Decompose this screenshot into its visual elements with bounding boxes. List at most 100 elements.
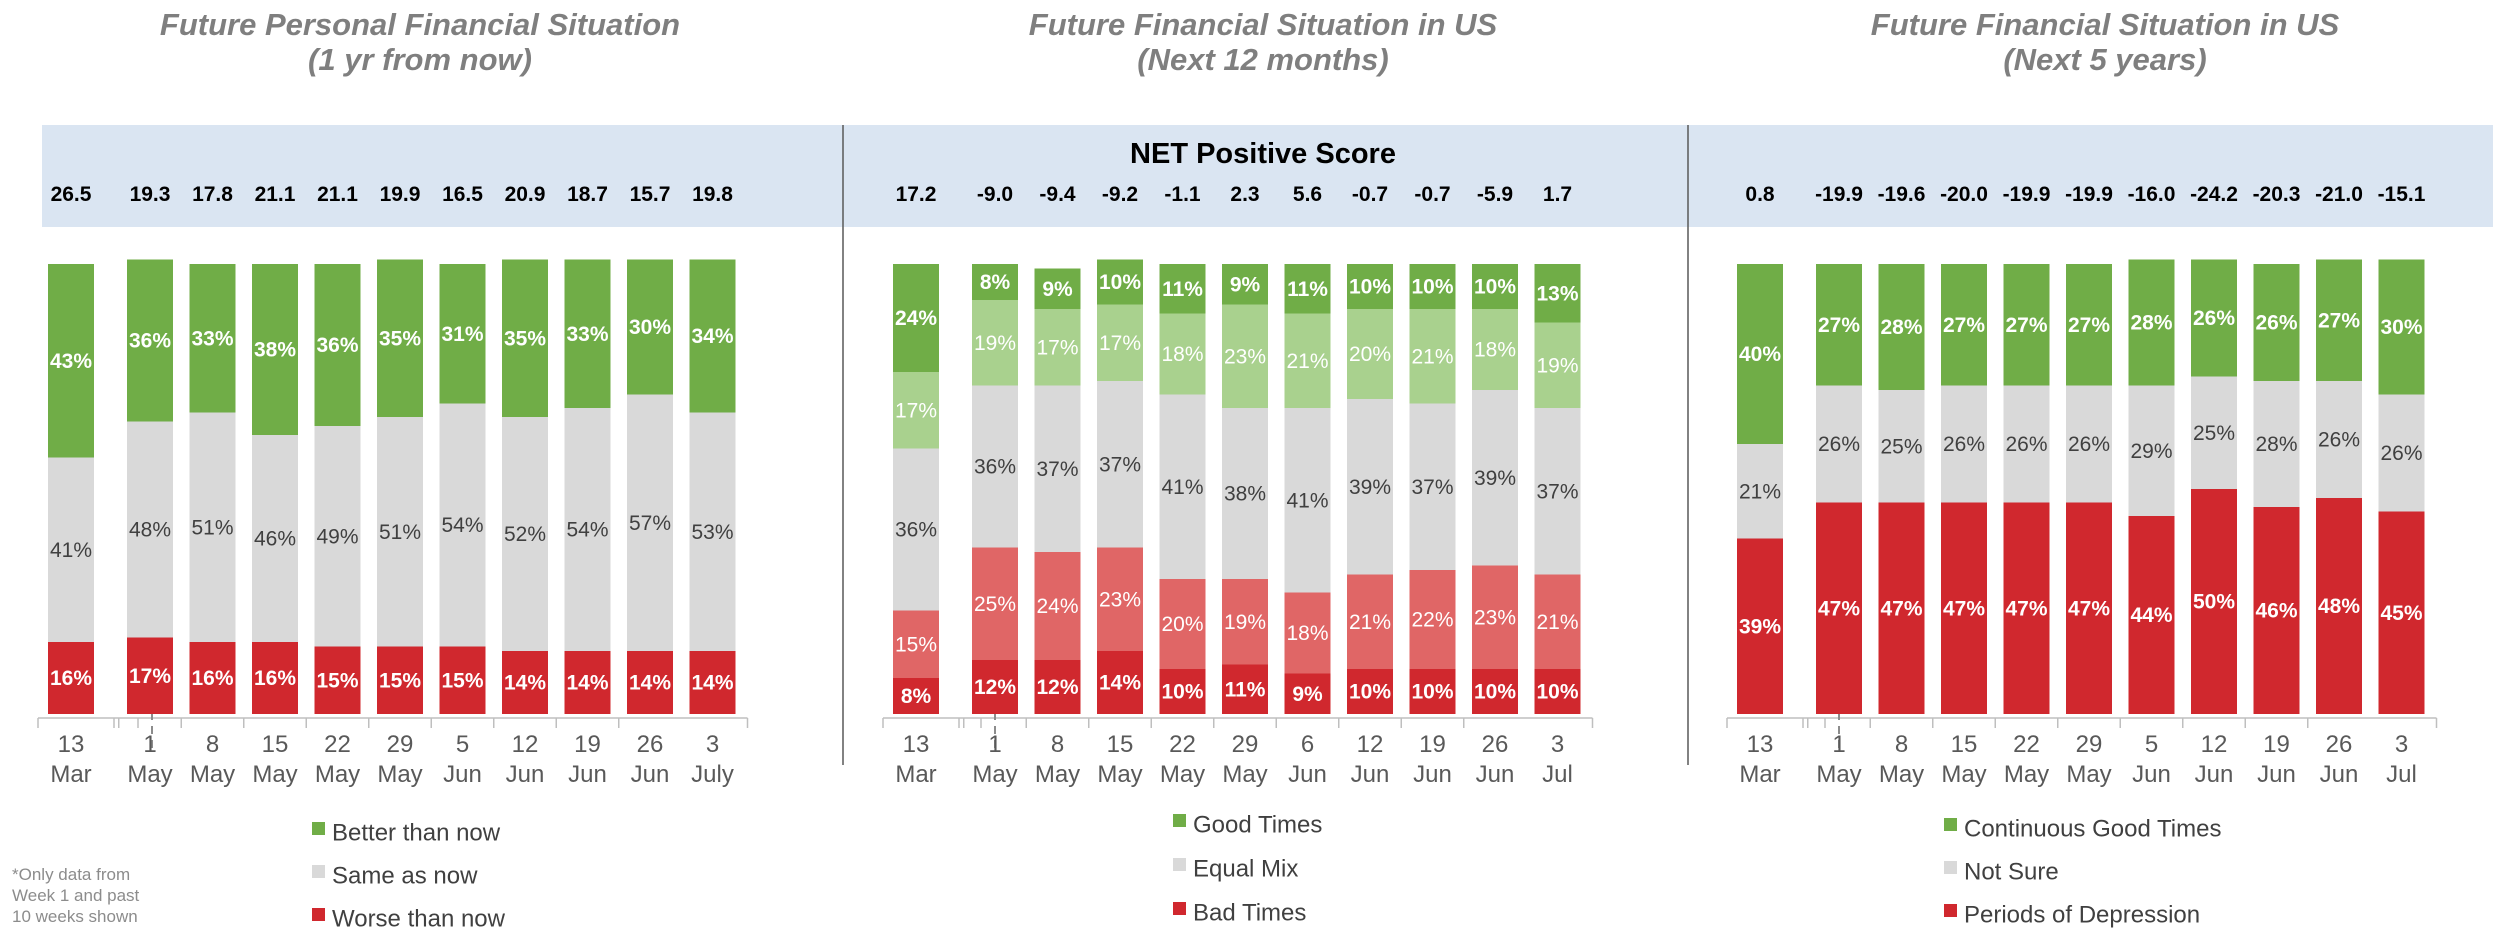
x-tick-label: Jun — [2132, 761, 2171, 788]
chart-panel-2: Future Financial Situation in US(Next 12… — [882, 7, 1594, 926]
bar-segment — [127, 637, 173, 714]
bar-segment — [1097, 651, 1143, 714]
bar-value-label: 18% — [1474, 339, 1516, 362]
bar-segment — [1737, 444, 1783, 539]
legend-label: Periods of Depression — [1964, 901, 2200, 928]
bar-segment — [1347, 669, 1393, 714]
bar-value-label: 14% — [691, 672, 733, 695]
bar-segment — [377, 646, 423, 714]
bar-value-label: 27% — [2068, 314, 2110, 337]
net-score-label: 19.3 — [130, 183, 171, 206]
bar-value-label: 23% — [1099, 588, 1141, 611]
bar-segment — [1941, 264, 1987, 386]
x-tick-label: 3 — [1551, 731, 1564, 758]
bar-segment — [1159, 313, 1206, 395]
legend-label: Not Sure — [1964, 858, 2059, 885]
bar-segment — [1816, 502, 1862, 714]
x-tick-label: 5 — [456, 731, 469, 758]
x-tick-label: 26 — [637, 731, 664, 758]
x-tick-label: Mar — [895, 761, 936, 788]
bar-segment — [1878, 502, 1925, 714]
bar-value-label: 18% — [1286, 622, 1328, 645]
bar-segment — [1159, 579, 1206, 669]
bar-value-label: 26% — [2380, 442, 2422, 465]
bar-value-label: 10% — [1099, 271, 1141, 294]
bar-segment — [972, 264, 1018, 300]
bar-segment — [48, 264, 94, 458]
bar-segment — [2253, 381, 2300, 507]
bar-value-label: 45% — [2380, 602, 2422, 625]
bar-segment — [1284, 673, 1331, 714]
score-banner — [42, 125, 2493, 227]
x-tick-label: May — [1035, 761, 1080, 788]
x-tick-label: Jun — [506, 761, 545, 788]
bar-segment — [893, 372, 939, 449]
bar-segment — [1284, 264, 1331, 314]
bar-value-label: 27% — [1818, 314, 1860, 337]
bar-segment — [314, 646, 361, 714]
bar-segment — [893, 610, 939, 678]
bar-value-label: 36% — [974, 456, 1016, 479]
x-tick-label: 19 — [1419, 731, 1446, 758]
chart-panel-3: Future Financial Situation in US(Next 5 … — [1726, 7, 2438, 928]
bar-value-label: 26% — [2255, 312, 2297, 335]
bar-value-label: 25% — [2193, 422, 2235, 445]
net-score-label: 19.8 — [692, 183, 733, 206]
bar-value-label: 39% — [1474, 467, 1516, 490]
footnote: *Only data from Week 1 and past 10 weeks… — [12, 865, 144, 926]
x-tick-label: 15 — [262, 731, 289, 758]
x-tick-label: 8 — [1895, 731, 1908, 758]
bar-segment — [1159, 669, 1206, 714]
bar-segment — [2066, 264, 2112, 386]
bar-segment — [972, 300, 1018, 386]
bar-value-label: 37% — [1536, 480, 1578, 503]
legend-label: Bad Times — [1193, 899, 1306, 926]
bar-segment — [2003, 385, 2050, 503]
net-score-label: 2.3 — [1230, 183, 1259, 206]
bar-segment — [1097, 259, 1143, 305]
bar-segment — [2253, 507, 2300, 714]
bar-segment — [1409, 309, 1456, 404]
legend-swatch — [1173, 858, 1186, 871]
bar-value-label: 37% — [1099, 453, 1141, 476]
x-tick-label: May — [1816, 761, 1861, 788]
x-tick-label: 6 — [1301, 731, 1314, 758]
bar-segment — [314, 426, 361, 647]
bar-segment — [127, 259, 173, 422]
bar-segment — [1878, 390, 1925, 503]
bar-segment — [689, 259, 736, 413]
bar-segment — [1034, 385, 1081, 552]
bar-segment — [2191, 259, 2237, 377]
bar-value-label: 24% — [895, 307, 937, 330]
x-tick-label: 26 — [2326, 731, 2353, 758]
bar-value-label: 36% — [316, 334, 358, 357]
bar-segment — [1472, 309, 1518, 390]
net-score-label: -24.2 — [2190, 183, 2238, 206]
x-tick-label: 22 — [2013, 731, 2040, 758]
x-tick-label: Jul — [1542, 761, 1573, 788]
x-tick-label: 13 — [903, 731, 930, 758]
x-tick-label: 15 — [1107, 731, 1134, 758]
bar-segment — [2003, 264, 2050, 386]
x-tick-label: Jun — [631, 761, 670, 788]
x-tick-label: Jun — [2195, 761, 2234, 788]
bar-segment — [2316, 381, 2362, 498]
bar-value-label: 15% — [895, 633, 937, 656]
bar-value-label: 30% — [629, 316, 671, 339]
net-score-label: -19.6 — [1878, 183, 1926, 206]
bar-value-label: 31% — [441, 323, 483, 346]
x-tick-label: Jul — [2386, 761, 2417, 788]
bar-segment — [1034, 268, 1081, 309]
bar-value-label: 10% — [1161, 681, 1203, 704]
bar-value-label: 9% — [1042, 278, 1073, 301]
net-score-label: 19.9 — [380, 183, 421, 206]
bar-value-label: 20% — [1349, 343, 1391, 366]
x-tick-label: May — [1097, 761, 1142, 788]
bar-segment — [1409, 264, 1456, 309]
bar-segment — [377, 417, 423, 647]
bar-value-label: 28% — [2130, 312, 2172, 335]
bar-value-label: 28% — [1880, 316, 1922, 339]
x-tick-label: 1 — [1832, 731, 1845, 758]
bar-segment — [564, 259, 611, 408]
legend-label: Good Times — [1193, 811, 1322, 838]
